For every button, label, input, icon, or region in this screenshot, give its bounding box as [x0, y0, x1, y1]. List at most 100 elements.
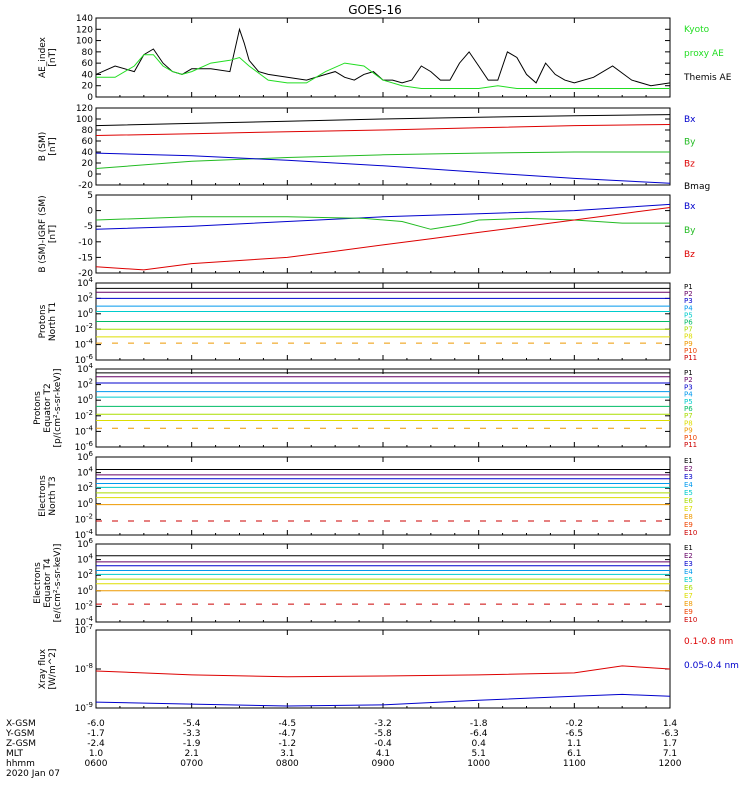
y-tick-label: -10: [78, 238, 93, 248]
legend-label: E2: [684, 465, 693, 473]
y-tick-label: 60: [82, 59, 94, 69]
y-axis-label: Equator T2: [43, 383, 53, 432]
y-tick-label: 80: [82, 48, 94, 58]
date-label: 2020 Jan 07: [6, 769, 60, 779]
legend-label: P4: [684, 391, 693, 399]
plot-frame: [95, 107, 671, 186]
legend-label: E4: [684, 568, 693, 576]
y-axis-label: Electrons: [38, 475, 48, 517]
ephemeris-value: -1.2: [279, 739, 297, 749]
y-axis-label: B (SM)-IGRF (SM): [38, 195, 48, 272]
ephemeris-value: -0.2: [566, 719, 584, 729]
legend-label: P6: [684, 319, 693, 327]
y-tick-label: 60: [82, 137, 94, 147]
y-tick-label: 104: [77, 466, 93, 479]
ephemeris-value: -6.5: [566, 729, 584, 739]
ephemeris-value: -3.3: [183, 729, 201, 739]
y-axis-label: North T3: [48, 476, 58, 515]
series-by: [95, 151, 670, 169]
ephemeris-label: X-GSM: [6, 719, 36, 729]
ephemeris-label: Z-GSM: [6, 739, 36, 749]
legend-label: P11: [684, 354, 697, 362]
y-tick-label: 100: [77, 584, 93, 597]
ephemeris-value: -6.4: [470, 729, 488, 739]
legend-label: E8: [684, 513, 693, 521]
legend-label: P6: [684, 405, 693, 413]
y-axis-label: Equator T4: [43, 558, 53, 608]
ephemeris-value: 0700: [180, 759, 203, 769]
ephemeris-table: X-GSM -6.0 -5.4 -4.5 -3.2 -1.8 -0.2 1.4 Y-GSM -1.…: [5, 719, 682, 779]
y-tick-label: 10-8: [75, 662, 93, 675]
y-axis-label: AE_index: [38, 36, 48, 78]
legend-label: E8: [684, 600, 693, 608]
ephemeris-value: -5.4: [183, 719, 201, 729]
series-bz: [95, 207, 671, 271]
y-tick-label: 20: [82, 159, 94, 169]
legend-label: P9: [684, 427, 693, 435]
y-tick-label: 40: [82, 70, 94, 80]
legend-label: By: [684, 226, 696, 236]
y-tick-label: -20: [78, 269, 93, 279]
y-tick-label: 102: [77, 378, 93, 391]
ephemeris-value: -3.2: [374, 719, 392, 729]
series-by: [95, 216, 670, 230]
legend-label: Bx: [684, 202, 696, 212]
plot-frame: [95, 456, 671, 536]
y-tick-label: 40: [82, 148, 94, 158]
y-axis-label: B (SM): [38, 132, 48, 162]
y-axis-label: Xray flux: [38, 648, 48, 689]
series-themis-ae: [95, 27, 671, 87]
legend-label: P10: [684, 347, 697, 355]
legend-label: E6: [684, 497, 693, 505]
legend-label: Bmag: [684, 182, 710, 192]
ephemeris-value: 3.1: [280, 749, 294, 759]
legend-label: P11: [684, 441, 697, 449]
y-tick-label: 120: [76, 25, 93, 35]
ephemeris-value: -1.8: [470, 719, 488, 729]
series-bmag: [95, 114, 671, 127]
y-tick-label: 100: [77, 393, 93, 406]
legend-label: P1: [684, 283, 693, 291]
y-tick-label: 5: [87, 191, 93, 201]
y-tick-label: 100: [77, 497, 93, 510]
legend-label: E1: [684, 544, 693, 552]
y-tick-label: 104: [77, 553, 93, 566]
ephemeris-value: 0600: [85, 759, 108, 769]
ephemeris-value: -4.7: [279, 729, 297, 739]
ephemeris-value: 1.7: [663, 739, 677, 749]
ephemeris-value: -4.5: [279, 719, 297, 729]
y-tick-label: 20: [82, 82, 94, 92]
y-tick-label: 100: [76, 37, 93, 47]
legend-label: E3: [684, 473, 693, 481]
y-axis-label: Protons: [38, 304, 48, 338]
ephemeris-value: -5.8: [374, 729, 392, 739]
legend-label: P9: [684, 340, 693, 348]
legend-label: E9: [684, 521, 693, 529]
y-axis-label: [e/(cm²-s-sr-keV)]: [53, 544, 63, 623]
ephemeris-value: 0800: [276, 759, 299, 769]
ephemeris-value: 1000: [467, 759, 490, 769]
legend-label: E5: [684, 576, 693, 584]
legend-label: E3: [684, 560, 693, 568]
legend-label: E1: [684, 457, 693, 465]
legend-label: proxy AE: [684, 49, 724, 59]
y-tick-label: 0: [87, 170, 93, 180]
legend-label: E6: [684, 584, 693, 592]
series-kyoto-proxy-ae: [96, 54, 670, 89]
legend-label: P5: [684, 398, 693, 406]
y-axis-label: Protons: [33, 391, 43, 425]
y-axis-label: North T1: [48, 302, 58, 341]
legend-label: E10: [684, 616, 697, 624]
y-tick-label: 100: [77, 307, 93, 320]
legend-label: E9: [684, 608, 693, 616]
y-tick-label: -15: [78, 253, 93, 263]
legend-label: E5: [684, 489, 693, 497]
y-tick-label: 10-4: [75, 338, 94, 351]
